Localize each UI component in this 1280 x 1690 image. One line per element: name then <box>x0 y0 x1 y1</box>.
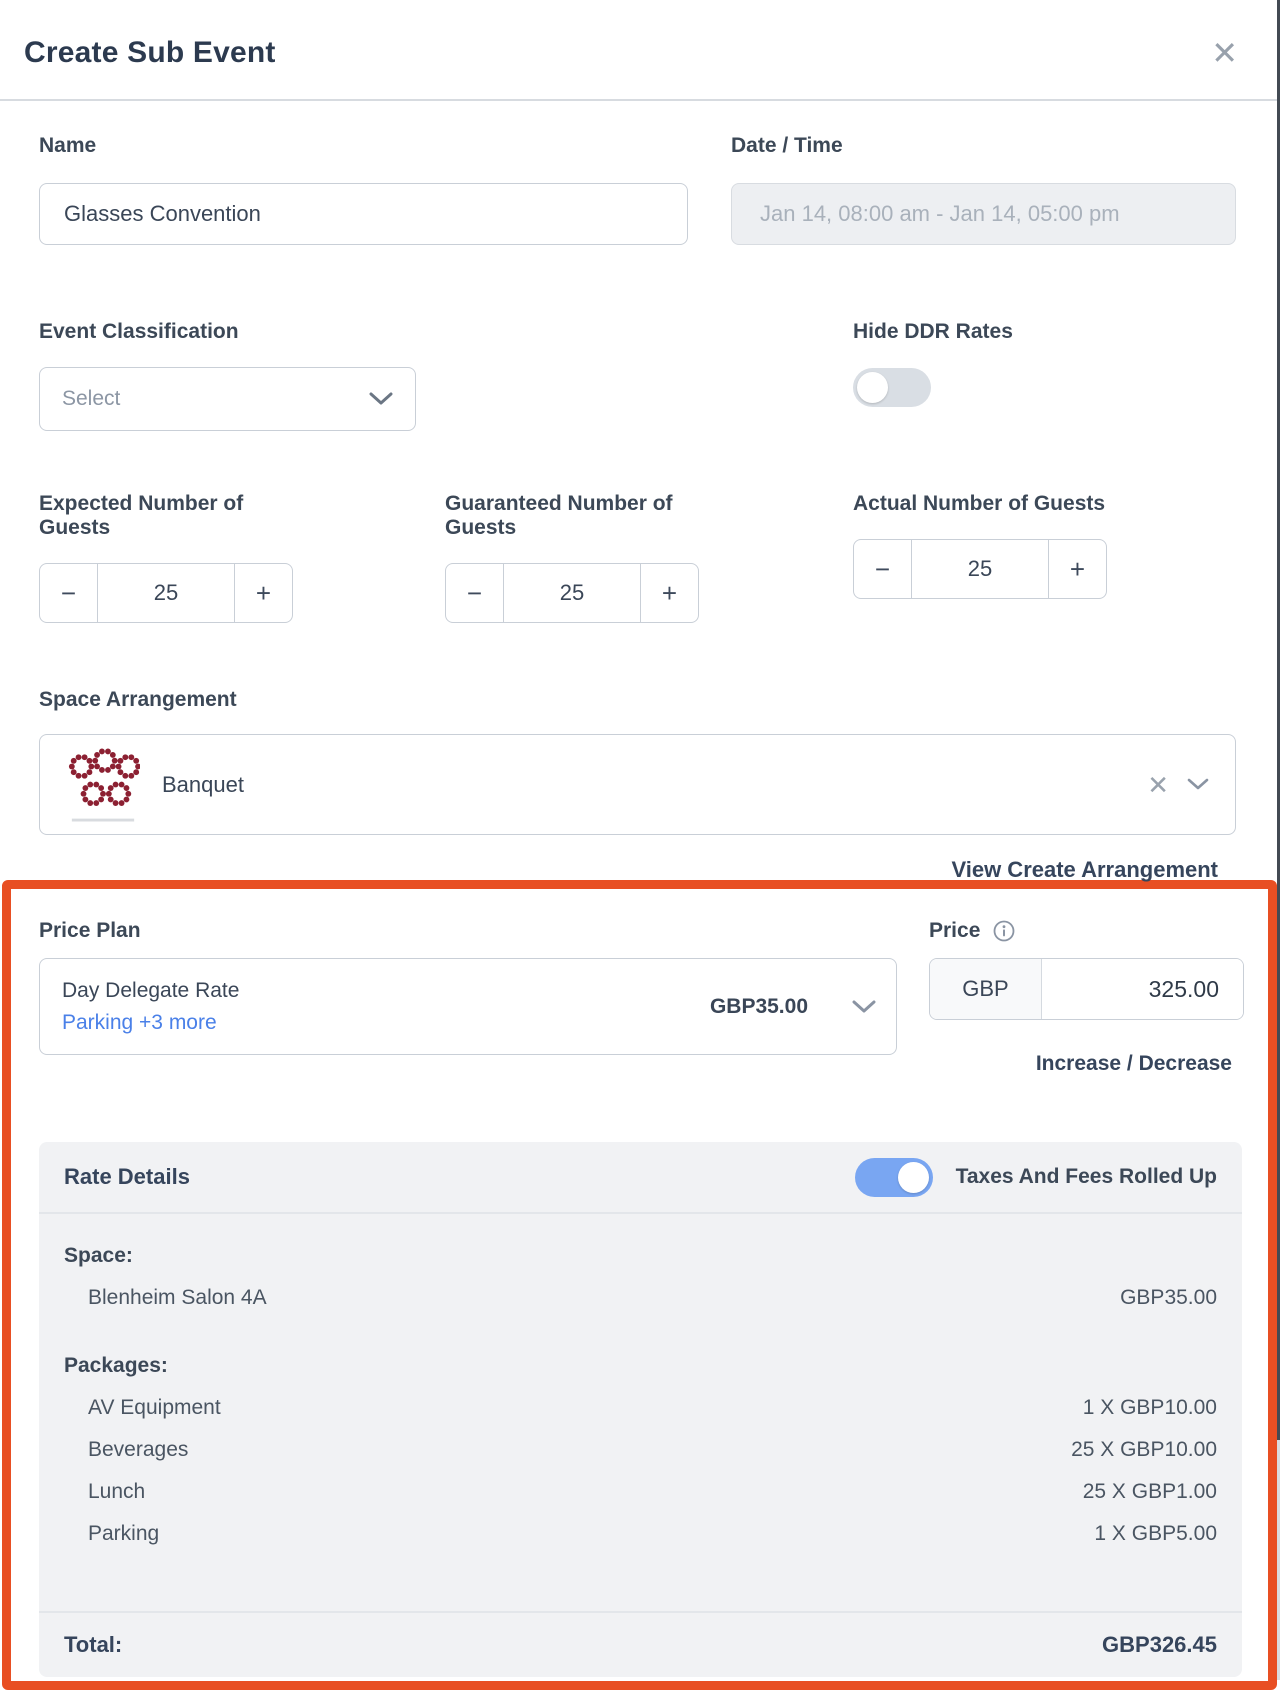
rate-item-row: AV Equipment 1 X GBP10.00 <box>64 1387 1217 1429</box>
taxes-fees-toggle-label: Taxes And Fees Rolled Up <box>955 1165 1217 1188</box>
plus-button[interactable]: + <box>234 564 292 622</box>
space-arrangement-select[interactable]: Banquet ✕ <box>39 734 1236 835</box>
price-plan-more-link[interactable]: Parking +3 more <box>62 1010 217 1034</box>
rate-item-row: Blenheim Salon 4A GBP35.00 <box>64 1277 1217 1319</box>
actual-guests-value[interactable]: 25 <box>967 556 993 581</box>
expected-guests-label: Expected Number of Guests <box>39 492 244 539</box>
view-create-arrangement-link[interactable]: View Create Arrangement <box>951 857 1218 882</box>
name-label: Name <box>39 134 97 157</box>
classification-label: Event Classification <box>39 320 239 343</box>
price-plan-name: Day Delegate Rate <box>62 978 240 1002</box>
guaranteed-guests-value[interactable]: 25 <box>559 580 585 605</box>
name-input[interactable] <box>39 183 688 245</box>
taxes-fees-toggle[interactable] <box>854 1157 933 1197</box>
rate-item-amount: 1 X GBP5.00 <box>1094 1522 1217 1545</box>
chevron-down-icon <box>852 1000 876 1014</box>
expected-guests-value[interactable]: 25 <box>153 580 179 605</box>
rate-item-name: Blenheim Salon 4A <box>88 1286 267 1309</box>
guaranteed-guests-stepper: − 25 + <box>445 563 699 623</box>
chevron-down-icon[interactable] <box>1187 778 1209 791</box>
total-label: Total: <box>64 1632 123 1657</box>
rate-item-amount: 25 X GBP10.00 <box>1071 1438 1217 1461</box>
modal-header: Create Sub Event ✕ <box>0 0 1280 101</box>
datetime-value: Jan 14, 08:00 am - Jan 14, 05:00 pm <box>760 201 1120 226</box>
space-arrangement-label: Space Arrangement <box>39 688 237 711</box>
rate-details-title: Rate Details <box>64 1164 190 1189</box>
rate-item-name: Parking <box>88 1522 160 1545</box>
rate-item-amount: 1 X GBP10.00 <box>1082 1396 1217 1419</box>
actual-guests-label: Actual Number of Guests <box>853 492 1106 515</box>
price-input-group: GBP <box>929 958 1244 1020</box>
classification-select[interactable]: Select <box>39 367 416 431</box>
price-input[interactable] <box>1042 959 1243 1019</box>
price-plan-label: Price Plan <box>39 919 141 942</box>
hide-ddr-label: Hide DDR Rates <box>853 320 1013 343</box>
background-page-edge <box>1277 0 1280 1440</box>
rate-item-row: Parking 1 X GBP5.00 <box>64 1513 1217 1555</box>
rate-item-name: Lunch <box>88 1480 146 1503</box>
plus-button[interactable]: + <box>1048 540 1106 598</box>
rate-item-name: Beverages <box>88 1438 189 1461</box>
classification-placeholder: Select <box>62 387 121 410</box>
actual-guests-stepper: − 25 + <box>853 539 1107 599</box>
currency-prefix: GBP <box>930 959 1042 1019</box>
space-section-header: Space: <box>64 1244 133 1267</box>
rate-item-amount: 25 X GBP1.00 <box>1082 1480 1217 1503</box>
plus-button[interactable]: + <box>640 564 698 622</box>
expected-guests-stepper: − 25 + <box>39 563 293 623</box>
minus-button[interactable]: − <box>446 564 504 622</box>
modal-title: Create Sub Event <box>24 35 276 69</box>
datetime-field: Jan 14, 08:00 am - Jan 14, 05:00 pm <box>731 183 1236 245</box>
price-plan-rate: GBP35.00 <box>709 994 808 1018</box>
minus-button[interactable]: − <box>854 540 912 598</box>
space-arrangement-value: Banquet <box>162 771 244 797</box>
background-page-edge-light <box>1277 1440 1280 1680</box>
price-plan-select[interactable]: Day Delegate Rate Parking +3 more GBP35.… <box>39 958 897 1055</box>
rate-item-name: AV Equipment <box>88 1396 221 1419</box>
highlight-red-box: Price Plan Day Delegate Rate Parking +3 … <box>2 880 1277 1690</box>
rate-details-panel: Rate Details Taxes And Fees Rolled Up Sp… <box>39 1142 1242 1677</box>
modal-body: Name Date / Time Jan 14, 08:00 am - Jan … <box>0 134 1280 1690</box>
toggle-knob <box>897 1161 929 1193</box>
hide-ddr-toggle[interactable] <box>853 368 931 407</box>
packages-section-header: Packages: <box>64 1354 168 1377</box>
increase-decrease-control[interactable]: Increase / Decrease <box>1035 1052 1232 1075</box>
datetime-label: Date / Time <box>731 134 843 157</box>
total-amount: GBP326.45 <box>1102 1632 1217 1657</box>
price-label: Price <box>929 919 981 942</box>
clear-icon[interactable]: ✕ <box>1147 769 1169 800</box>
toggle-knob <box>857 372 888 403</box>
chevron-down-icon <box>369 392 393 406</box>
guaranteed-guests-label: Guaranteed Number of Guests <box>445 492 673 539</box>
banquet-layout-icon <box>66 746 140 824</box>
total-row: Total: GBP326.45 <box>39 1613 1242 1677</box>
rate-item-amount: GBP35.00 <box>1120 1286 1217 1309</box>
close-icon[interactable]: ✕ <box>1211 34 1238 71</box>
rate-item-row: Beverages 25 X GBP10.00 <box>64 1429 1217 1471</box>
minus-button[interactable]: − <box>40 564 98 622</box>
rate-item-row: Lunch 25 X GBP1.00 <box>64 1471 1217 1513</box>
info-icon[interactable] <box>993 920 1015 942</box>
